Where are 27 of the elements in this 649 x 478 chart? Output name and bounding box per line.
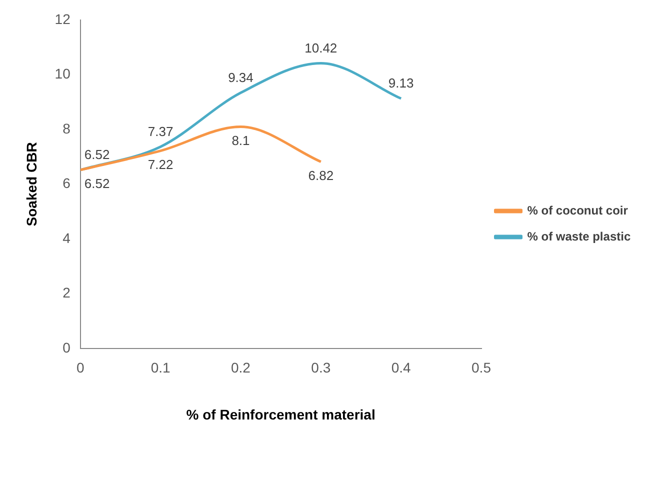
x-tick-label: 0 [76, 360, 84, 376]
data-label: 6.82 [308, 168, 334, 183]
y-axis-title: Soaked CBR [23, 142, 40, 226]
data-label: 7.22 [148, 156, 174, 172]
line-series [80, 125, 322, 172]
data-label: 10.42 [304, 40, 338, 56]
y-tick-label: 12 [54, 10, 71, 27]
y-tick-label: 6 [62, 175, 71, 192]
y-tick-label: 0 [62, 339, 71, 356]
data-label: 9.34 [228, 70, 254, 85]
x-tick-label: 0.2 [230, 360, 251, 376]
legend-label: % of coconut coir [527, 203, 628, 218]
x-tick-label: 0.4 [391, 360, 412, 376]
y-tick-label: 4 [62, 230, 71, 246]
data-label: 8.1 [232, 132, 250, 148]
data-label: 9.13 [388, 76, 414, 91]
data-label: 6.52 [84, 176, 110, 192]
legend-label: % of waste plastic [527, 229, 631, 244]
y-tick-label: 10 [54, 66, 71, 82]
x-tick-label: 0.5 [472, 360, 492, 376]
x-axis-title: % of Reinforcement material [186, 406, 376, 422]
y-tick-label: 8 [62, 120, 71, 136]
data-label: 7.37 [148, 124, 174, 139]
y-tick-label: 2 [62, 284, 71, 301]
x-tick-label: 0.3 [311, 360, 331, 376]
data-label: 6.52 [84, 147, 110, 162]
x-tick-label: 0.1 [150, 360, 170, 376]
